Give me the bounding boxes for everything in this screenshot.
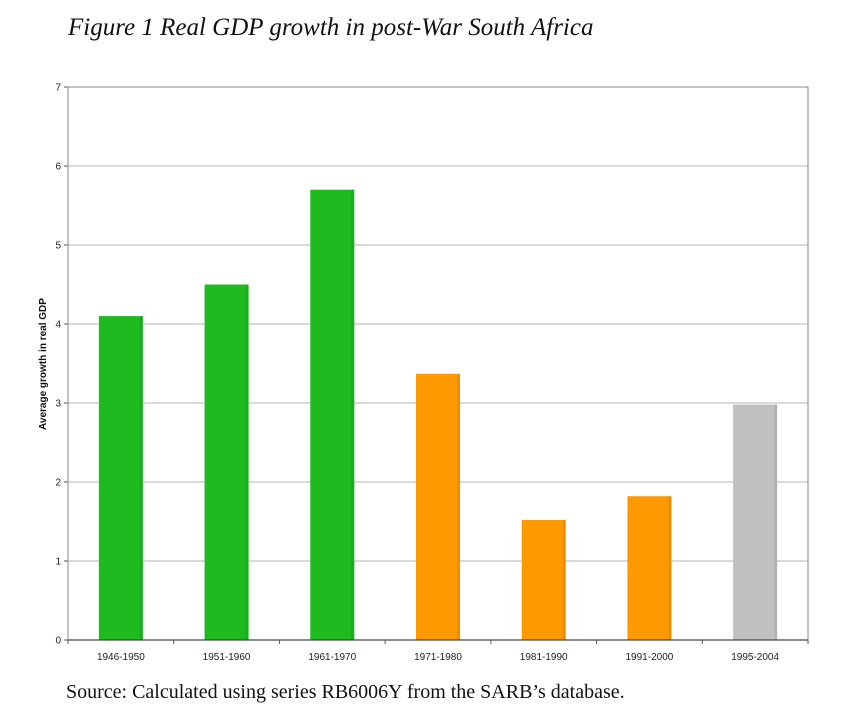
- bar-chart: 0 1 2 3 4 5 6 7 1946-1950 1951-1960 1961-1970 1971…: [38, 83, 809, 663]
- bar-shade: [457, 373, 460, 640]
- bar-shade: [351, 189, 355, 640]
- y-tick-label: 0: [55, 636, 61, 647]
- bar-shade: [562, 519, 566, 640]
- bar-1995-2004: [733, 404, 778, 640]
- x-tick-label: 1946-1950: [97, 652, 145, 663]
- y-tick-label: 2: [55, 478, 61, 489]
- bar-1946-1950: [98, 316, 143, 640]
- bar-shade: [245, 284, 249, 640]
- x-tick-label: 1995-2004: [731, 652, 779, 663]
- y-tick-label: 7: [55, 83, 61, 94]
- x-tick-label: 1981-1990: [520, 652, 568, 663]
- chart-title: Figure 1 Real GDP growth in post-War Sou…: [68, 14, 594, 41]
- y-tick-label: 5: [55, 241, 61, 252]
- y-tick-labels: 0 1 2 3 4 5 6 7: [55, 83, 61, 647]
- bar-1951-1960: [204, 284, 249, 640]
- source-note: Source: Calculated using series RB6006Y …: [66, 681, 625, 703]
- bar-shade: [668, 496, 672, 640]
- bar-shade: [139, 316, 143, 640]
- bar-1971-1980: [416, 373, 460, 640]
- y-tick-label: 6: [55, 162, 61, 173]
- y-tick-label: 1: [55, 557, 61, 568]
- y-tick-label: 3: [55, 399, 61, 410]
- x-tick-label: 1951-1960: [203, 652, 251, 663]
- bar-shade: [774, 404, 778, 640]
- x-tick-label: 1961-1970: [308, 652, 356, 663]
- x-tick-label: 1991-2000: [626, 652, 674, 663]
- x-tick-labels: 1946-1950 1951-1960 1961-1970 1971-1980 1981…: [97, 652, 780, 663]
- y-tick-label: 4: [55, 320, 61, 331]
- bar-1961-1970: [310, 189, 355, 640]
- bars: [98, 189, 778, 640]
- x-tick-label: 1971-1980: [414, 652, 462, 663]
- y-axis-label: Average growth in real GDP: [38, 298, 49, 430]
- axes: [64, 86, 809, 644]
- bar-1981-1990: [521, 519, 566, 640]
- bar-1991-2000: [627, 496, 672, 640]
